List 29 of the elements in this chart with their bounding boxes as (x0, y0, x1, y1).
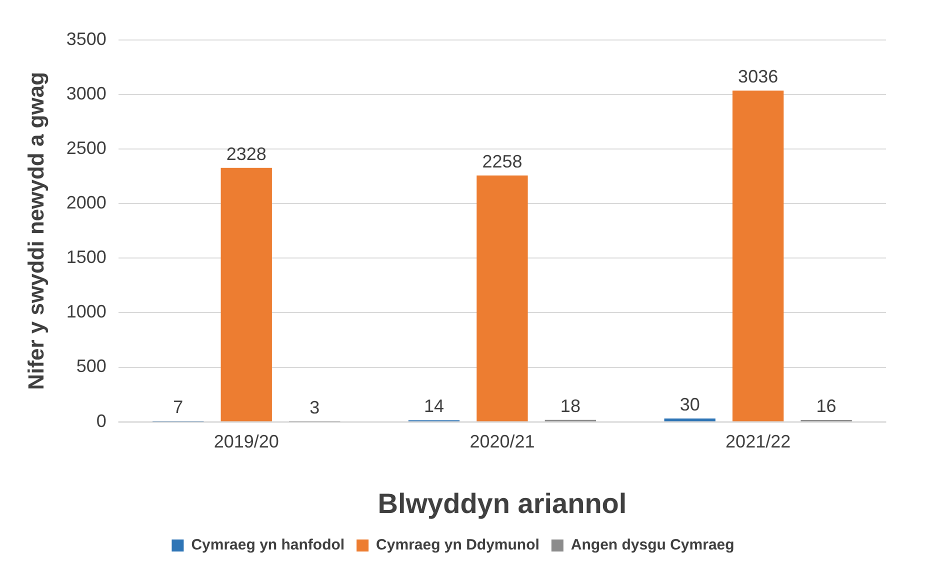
y-tick-label: 2500 (66, 138, 106, 158)
data-label: 2258 (482, 151, 522, 172)
data-label: 14 (424, 396, 444, 416)
y-tick-label: 3000 (66, 84, 106, 104)
data-label: 16 (816, 396, 836, 416)
y-tick-label: 3500 (66, 28, 106, 49)
x-axis-title: Blwyddyn ariannol (378, 488, 627, 519)
x-tick-label: 2020/21 (470, 432, 535, 452)
data-label: 3 (310, 397, 320, 418)
y-tick-label: 0 (96, 410, 106, 431)
bar (732, 90, 784, 422)
y-tick-label: 1500 (66, 247, 106, 268)
data-label: 30 (680, 394, 700, 414)
legend-label: Cymraeg yn hanfodol (191, 536, 345, 554)
legend-label: Cymraeg yn Ddymunol (376, 536, 540, 554)
x-tick-label: 2019/20 (214, 432, 279, 452)
x-tick-label: 2021/22 (726, 432, 791, 452)
bar (476, 175, 528, 422)
y-tick-label: 2000 (66, 192, 106, 213)
y-axis-title: Nifer y swyddi newydd a gwag (23, 72, 48, 390)
data-label: 18 (560, 396, 580, 416)
data-label: 3036 (738, 66, 778, 87)
y-tick-label: 500 (76, 356, 106, 376)
data-label: 2328 (226, 144, 266, 164)
y-tick-label: 1000 (66, 302, 106, 322)
bar (220, 168, 272, 422)
bar (664, 418, 716, 422)
legend-label: Angen dysgu Cymraeg (570, 536, 734, 554)
data-label: 7 (173, 397, 184, 418)
